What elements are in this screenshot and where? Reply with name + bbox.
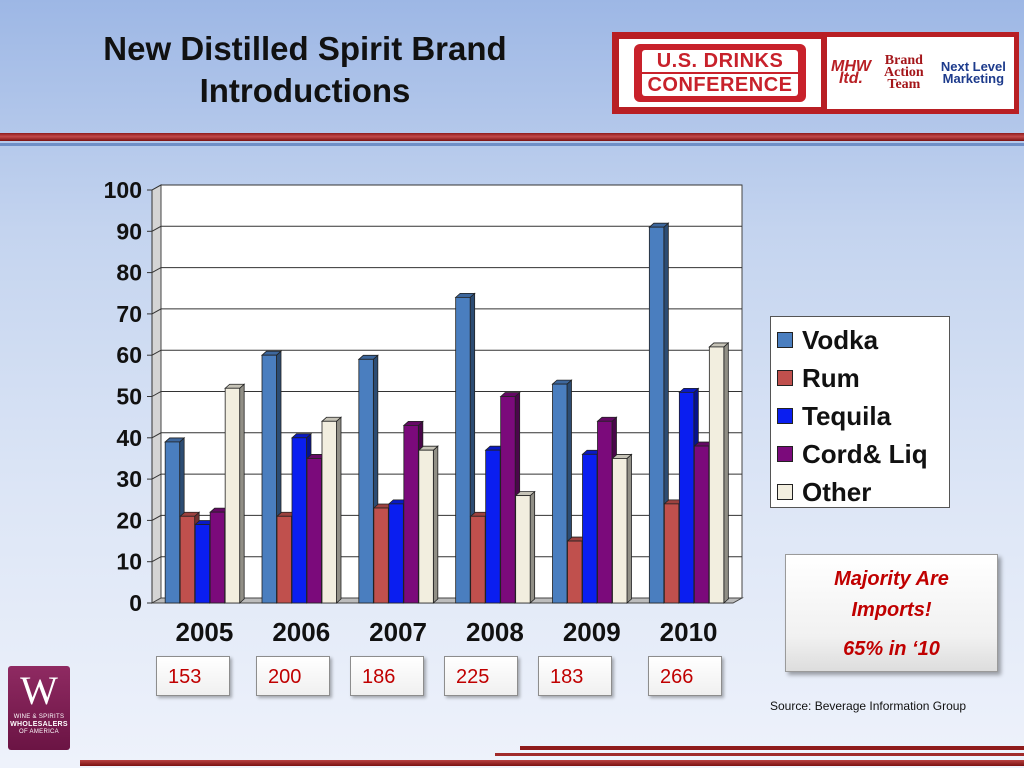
callout-line-2: Imports! [851,599,932,621]
legend-swatch-other [777,484,793,500]
legend-swatch-rum [777,370,793,386]
title-line-2: Introductions [199,72,411,110]
bar-other-2006 [320,416,343,604]
conference-logo-line-2: CONFERENCE [642,74,798,96]
conference-logo-box: U.S. DRINKS CONFERENCE [619,39,821,107]
total-box-2009: 183 [538,656,612,696]
x-tick-label-2006: 2006 [272,617,330,647]
legend-label-tequila: Tequila [802,400,892,431]
gridline-10 [151,556,742,563]
y-tick-label-90: 90 [116,218,142,244]
gridline-50 [151,391,742,397]
bar-other-2009 [611,453,633,604]
legend-label-vodka: Vodka [802,324,879,355]
bar-other-2005 [224,383,246,604]
gridline-70 [151,308,742,315]
y-tick-label-10: 10 [116,549,142,575]
gridline-90 [151,225,742,232]
callout-line-3: 65% in ‘10 [843,638,940,660]
gridline-30 [151,473,742,480]
us-drinks-conference-logo: U.S. DRINKS CONFERENCE MHW ltd. Brand Ac… [612,32,1019,114]
wswa-logo-line-2: WHOLESALERS [10,721,68,728]
total-box-2010: 266 [648,656,722,696]
footer-divider-2 [495,753,1024,756]
bar-other-2007 [417,445,439,604]
wswa-logo-mark: W [20,668,58,713]
wswa-logo: W WINE & SPIRITS WHOLESALERS OF AMERICA [8,666,70,750]
gridline-80 [151,267,742,274]
legend-label-other: Other [802,476,872,507]
x-tick-label-2010: 2010 [660,617,718,647]
y-tick-label-60: 60 [116,342,142,368]
callout-line-1: Majority Are [834,568,949,590]
header-divider [0,133,1024,141]
y-tick-label-40: 40 [116,425,142,451]
wswa-logo-line-1: WINE & SPIRITS [13,714,65,720]
y-tick-label-100: 100 [104,177,142,203]
total-box-2005: 153 [156,656,230,696]
x-tick-label-2007: 2007 [369,617,427,647]
chart-legend: Vodka Rum Tequila Cord& Liq Other [770,316,950,508]
header-divider-accent [0,143,1024,146]
wswa-logo-line-3: OF AMERICA [18,729,59,735]
page-title: New Distilled Spirit Brand Introductions [60,28,550,112]
footer-divider-3 [80,760,1024,766]
x-tick-label-2009: 2009 [563,617,621,647]
gridline-40 [151,432,742,439]
imports-callout: Majority Are Imports! 65% in ‘10 [785,554,998,672]
sponsor-logo-brand-action: Brand Action Team [884,53,924,92]
title-line-1: New Distilled Spirit Brand [103,30,507,67]
bar-other-2010 [708,342,730,604]
source-note: Source: Beverage Information Group [770,699,967,713]
total-box-2008: 225 [444,656,518,696]
y-tick-label-80: 80 [116,260,142,286]
legend-label-cordials: Cord& Liq [802,438,928,469]
sponsor-logos: MHW ltd. Brand Action Team Next Level Ma… [827,37,1014,109]
gridline-100 [151,184,742,191]
y-tick-label-30: 30 [116,466,142,492]
sponsor-logo-mhw: MHW ltd. [831,58,871,87]
legend-swatch-vodka [777,332,793,348]
total-box-2006: 200 [256,656,330,696]
y-tick-label-70: 70 [116,301,142,327]
y-tick-label-20: 20 [116,507,142,533]
legend-item-cordials: Cord& Liq [777,435,949,473]
total-box-2007: 186 [350,656,424,696]
legend-item-tequila: Tequila [777,397,949,435]
sponsor-logo-next-level: Next Level Marketing [940,59,1006,86]
x-tick-label-2008: 2008 [466,617,524,647]
footer-divider-1 [520,746,1024,750]
gridline-20 [151,514,742,521]
x-tick-label-2005: 2005 [175,617,233,647]
y-tick-label-0: 0 [129,590,142,616]
legend-swatch-tequila [777,408,793,424]
gridline-60 [151,349,742,356]
bar-other-2008 [514,490,536,604]
legend-item-vodka: Vodka [777,321,949,359]
conference-logo-line-1: U.S. DRINKS [642,50,798,72]
legend-swatch-cordials [777,446,793,462]
legend-item-other: Other [777,473,949,511]
y-tick-label-50: 50 [116,384,142,410]
legend-label-rum: Rum [802,362,860,393]
legend-item-rum: Rum [777,359,949,397]
